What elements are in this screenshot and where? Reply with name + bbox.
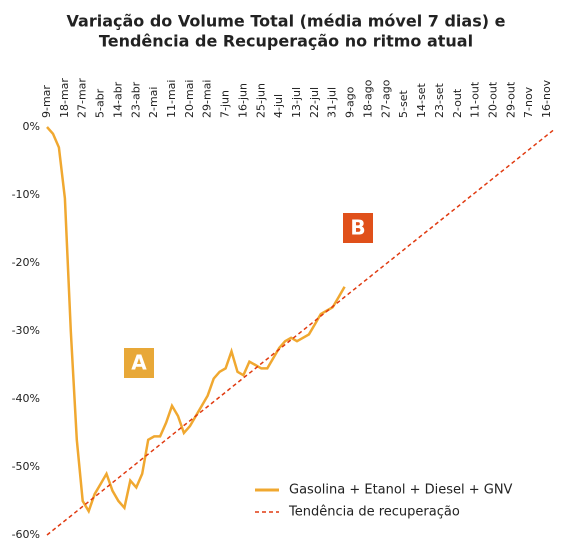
y-tick-label: -30% [12, 324, 40, 337]
y-tick-label: -10% [12, 188, 40, 201]
x-tick-label: 29-out [504, 81, 517, 118]
x-tick-label: 2-mai [147, 87, 160, 118]
series-line [46, 126, 346, 515]
x-tick-label: 11-out [469, 81, 482, 118]
x-tick-label: 7-nov [522, 86, 535, 118]
x-tick-label: 27-mar [76, 78, 89, 118]
x-tick-label: 7-jun [219, 90, 232, 118]
y-tick-label: -50% [12, 460, 40, 473]
series-line [46, 129, 554, 536]
y-tick-label: -60% [12, 528, 40, 541]
x-tick-label: 2-out [451, 88, 464, 118]
x-tick-label: 31-jul [326, 87, 339, 118]
x-tick-label: 13-jul [290, 87, 303, 118]
x-tick-label: 14-set [415, 83, 428, 118]
x-tick-label: 20-out [486, 81, 499, 118]
x-tick-label: 4-jul [272, 94, 285, 118]
legend-label: Gasolina + Etanol + Diesel + GNV [289, 483, 513, 498]
x-tick-label: 16-jun [236, 83, 249, 118]
annotation-box [124, 348, 154, 378]
annotation-label: B [350, 216, 365, 240]
y-tick-label: -20% [12, 256, 40, 269]
x-tick-label: 23-set [433, 83, 446, 118]
x-tick-label: 14-abr [111, 81, 124, 118]
y-tick-label: -40% [12, 392, 40, 405]
x-tick-label: 18-mar [58, 78, 71, 118]
x-tick-label: 20-mai [183, 80, 196, 118]
x-tick-label: 25-jun [254, 83, 267, 118]
x-tick-label: 16-nov [540, 79, 553, 118]
x-tick-label: 5-abr [94, 88, 107, 118]
x-tick-label: 9-mar [40, 85, 53, 118]
x-tick-label: 11-mai [165, 80, 178, 118]
x-tick-label: 9-ago [344, 86, 357, 118]
chart-title: Tendência de Recuperação no ritmo atual [99, 32, 473, 51]
x-tick-label: 18-ago [361, 79, 374, 118]
x-tick-label: 22-jul [308, 87, 321, 118]
legend-label: Tendência de recuperação [288, 505, 460, 520]
x-tick-label: 5-set [397, 90, 410, 118]
annotation-label: A [131, 351, 147, 375]
x-tick-label: 27-ago [379, 79, 392, 118]
annotation-box [343, 213, 373, 243]
x-tick-label: 23-abr [129, 81, 142, 118]
x-tick-label: 29-mai [201, 80, 214, 118]
y-tick-label: 0% [23, 120, 40, 133]
chart-title: Variação do Volume Total (média móvel 7 … [67, 12, 506, 31]
